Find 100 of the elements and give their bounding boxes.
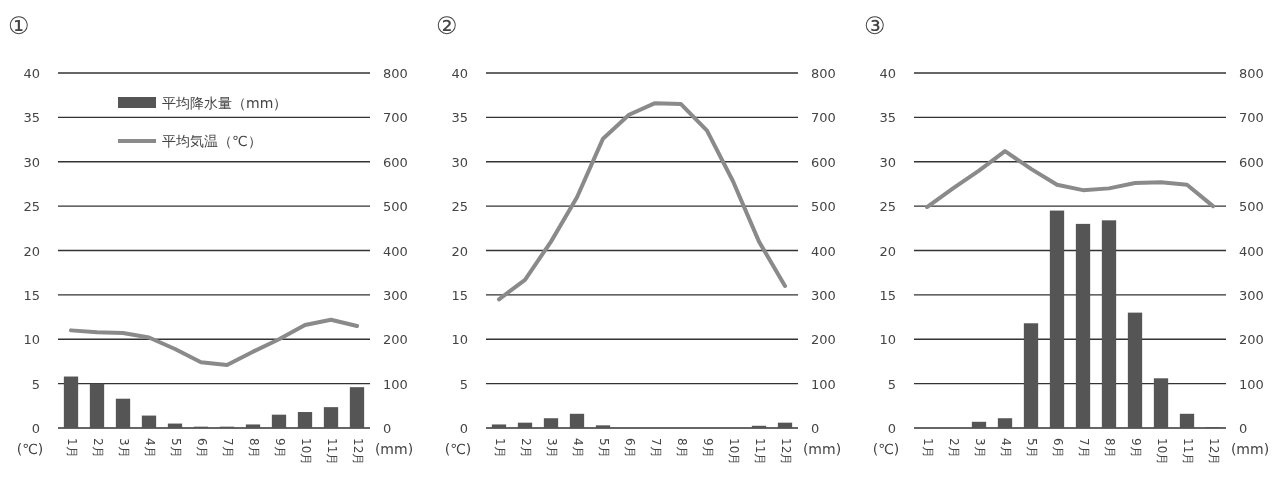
- y-tick-label: 35: [451, 110, 468, 126]
- bar: [245, 424, 261, 428]
- y-tick-label: 10: [451, 332, 468, 348]
- y2-tick-label: 0: [811, 421, 820, 436]
- bar: [349, 387, 365, 428]
- bar: [569, 413, 585, 428]
- y2-tick-label: 800: [811, 66, 836, 81]
- y2-tick-label: 700: [1239, 110, 1264, 126]
- y2-tick-label: 700: [383, 110, 408, 126]
- x-tick-label: 9月: [700, 438, 715, 458]
- bar: [89, 383, 105, 428]
- y2-tick-label: 600: [1239, 154, 1264, 170]
- x-tick-label: 3月: [116, 438, 131, 458]
- bar: [997, 418, 1013, 428]
- y2-tick-label: 800: [1239, 66, 1264, 81]
- x-tick-label: 2月: [946, 438, 961, 458]
- bar: [491, 424, 507, 428]
- y-tick-label: 25: [879, 199, 896, 215]
- y-tick-label: 20: [23, 243, 40, 259]
- y-tick-label: 35: [23, 110, 40, 126]
- bar: [1101, 220, 1117, 428]
- y2-axis-title: (mm): [374, 441, 414, 457]
- x-tick-label: 2月: [518, 438, 533, 458]
- y2-tick-label: 400: [1239, 243, 1264, 259]
- bar: [1023, 323, 1039, 428]
- bar: [271, 414, 287, 428]
- x-tick-label: 4月: [142, 438, 157, 458]
- y-tick-label: 30: [23, 154, 40, 170]
- x-tick-label: 6月: [622, 438, 637, 458]
- y-tick-label: 0: [887, 421, 896, 436]
- x-tick-label: 4月: [570, 438, 585, 458]
- y-tick-label: 25: [451, 199, 468, 215]
- line-series: [925, 149, 1215, 210]
- x-tick-label: 11月: [324, 438, 339, 466]
- y-tick-label: 30: [451, 154, 468, 170]
- y-tick-label: 20: [879, 243, 896, 259]
- x-tick-label: 3月: [544, 438, 559, 458]
- bar: [1075, 223, 1091, 428]
- x-tick-label: 6月: [194, 438, 209, 458]
- y2-axis-title: (mm): [802, 441, 842, 457]
- y2-tick-label: 600: [383, 154, 408, 170]
- legend-label: 平均降水量（mm）: [162, 95, 288, 111]
- x-tick-label: 12月: [350, 438, 365, 466]
- y-tick-label: 0: [459, 421, 468, 436]
- y-tick-label: 20: [451, 243, 468, 259]
- chart-title: ②: [436, 12, 458, 40]
- x-tick-label: 1月: [920, 438, 935, 458]
- x-tick-label: 6月: [1050, 438, 1065, 458]
- y2-tick-label: 300: [383, 287, 408, 303]
- x-tick-label: 10月: [1154, 438, 1169, 466]
- y2-tick-label: 300: [1239, 287, 1264, 303]
- y-tick-label: 40: [879, 66, 896, 81]
- y-tick-label: 10: [23, 332, 40, 348]
- y2-tick-label: 600: [811, 154, 836, 170]
- bar: [971, 421, 987, 428]
- y2-tick-label: 400: [811, 243, 836, 259]
- x-tick-label: 8月: [1102, 438, 1117, 458]
- x-tick-label: 4月: [998, 438, 1013, 458]
- x-tick-label: 7月: [1076, 438, 1091, 458]
- bar: [517, 422, 533, 428]
- y-axis-title: (℃): [16, 441, 44, 457]
- y2-tick-label: 800: [383, 66, 408, 81]
- x-tick-label: 2月: [90, 438, 105, 458]
- x-tick-label: 1月: [64, 438, 79, 458]
- y-tick-label: 15: [879, 287, 896, 303]
- x-tick-label: 12月: [1206, 438, 1221, 466]
- y2-tick-label: 500: [1239, 199, 1264, 215]
- x-tick-label: 10月: [298, 438, 313, 466]
- bar: [1153, 378, 1169, 428]
- bar: [777, 422, 793, 428]
- y-axis-title: (℃): [444, 441, 472, 457]
- y-tick-label: 5: [31, 376, 40, 392]
- y-tick-label: 15: [451, 287, 468, 303]
- y2-tick-label: 100: [811, 376, 836, 392]
- x-tick-label: 8月: [246, 438, 261, 458]
- y-tick-label: 5: [887, 376, 896, 392]
- chart-title: ①: [8, 12, 30, 40]
- y2-tick-label: 300: [811, 287, 836, 303]
- y-tick-label: 40: [23, 66, 40, 81]
- y-tick-label: 10: [879, 332, 896, 348]
- y2-tick-label: 100: [1239, 376, 1264, 392]
- x-tick-label: 9月: [272, 438, 287, 458]
- y-tick-label: 40: [451, 66, 468, 81]
- x-tick-label: 7月: [220, 438, 235, 458]
- bar: [297, 412, 313, 428]
- y2-tick-label: 400: [383, 243, 408, 259]
- bar: [595, 425, 611, 428]
- y-tick-label: 5: [459, 376, 468, 392]
- y2-tick-label: 0: [1239, 421, 1248, 436]
- y2-tick-label: 500: [811, 199, 836, 215]
- bar: [115, 398, 131, 428]
- bar: [1179, 413, 1195, 428]
- y2-tick-label: 200: [1239, 332, 1264, 348]
- y-tick-label: 15: [23, 287, 40, 303]
- y2-tick-label: 200: [383, 332, 408, 348]
- y-tick-label: 0: [31, 421, 40, 436]
- y2-tick-label: 100: [383, 376, 408, 392]
- bar: [1049, 210, 1065, 428]
- y-tick-label: 35: [879, 110, 896, 126]
- bar: [543, 418, 559, 428]
